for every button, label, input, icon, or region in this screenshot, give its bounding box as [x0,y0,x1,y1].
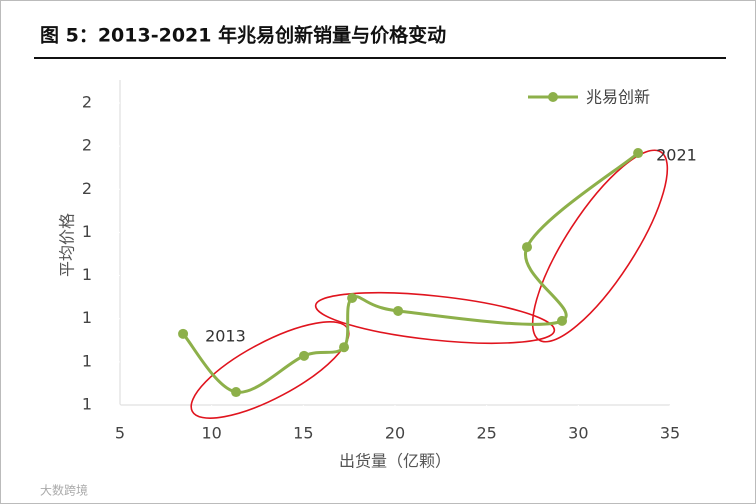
x-tick-label: 10 [201,424,221,443]
point [178,328,189,339]
point [393,305,404,316]
y-tick-label: 1 [82,351,92,370]
point [633,148,644,159]
point [522,242,532,253]
ellipse [531,149,669,343]
point [231,387,242,398]
x-axis-label: 出货量（亿颗） [339,452,451,471]
y-tick-label: 1 [82,222,92,241]
y-tick-label: 1 [82,395,92,414]
x-tick-label: 25 [476,424,496,443]
x-tick-label: 30 [568,424,588,443]
watermark: 大数跨境 [40,483,88,498]
annotation: 2021 [656,146,697,165]
legend-label: 兆易创新 [586,88,650,107]
ellipse [314,291,556,345]
y-tick-label: 2 [82,136,92,155]
x-tick-label: 20 [385,424,405,443]
point [557,315,568,326]
annotation: 2013 [205,326,246,345]
x-tick-label: 35 [660,424,680,443]
point [299,350,310,361]
chart-title: 图 5：2013-2021 年兆易创新销量与价格变动 [40,24,446,47]
point [347,293,358,304]
highlight-ellipses [190,149,669,419]
legend-marker [548,92,558,102]
y-tick-label: 2 [82,93,92,112]
y-tick-label: 1 [82,265,92,284]
x-tick-label: 5 [115,424,125,443]
point [339,342,350,353]
y-tick-label: 2 [82,179,92,198]
x-tick-label: 15 [293,424,313,443]
y-tick-label: 1 [82,308,92,327]
y-axis-label: 平均价格 [58,213,77,277]
